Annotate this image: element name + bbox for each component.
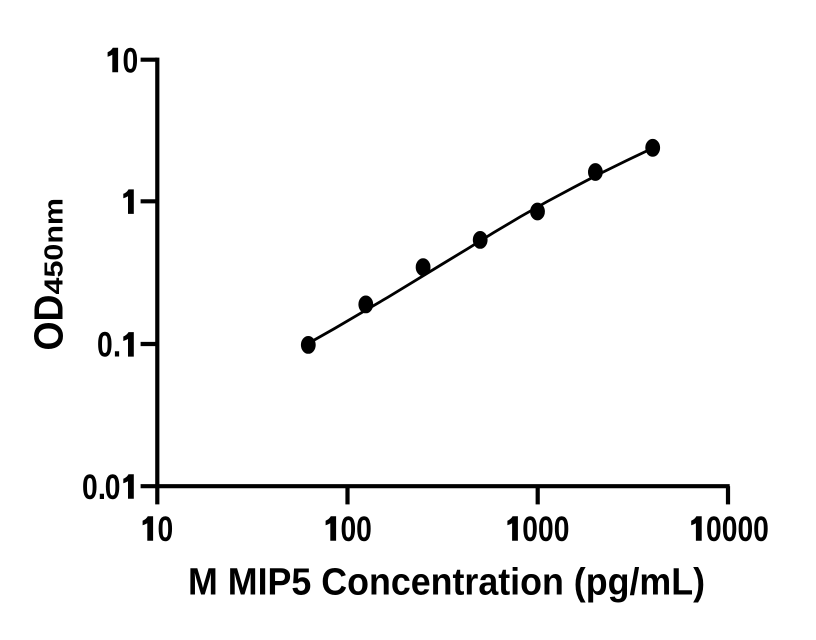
svg-text:0: 0 [737, 509, 753, 549]
svg-text:0: 0 [356, 509, 372, 549]
svg-text:0: 0 [753, 509, 769, 549]
svg-text:0: 0 [538, 509, 554, 549]
svg-text:0: 0 [123, 40, 139, 80]
svg-text:M MIP5 Concentration (pg/mL): M MIP5 Concentration (pg/mL) [188, 561, 705, 603]
svg-text:.: . [98, 467, 106, 507]
svg-text:0: 0 [706, 509, 722, 549]
svg-text:0: 0 [97, 325, 113, 365]
svg-text:0: 0 [158, 509, 174, 549]
svg-text:450nm: 450nm [41, 198, 69, 295]
svg-text:.: . [113, 325, 121, 365]
svg-text:0: 0 [722, 509, 738, 549]
svg-text:0: 0 [105, 467, 121, 507]
svg-text:0: 0 [82, 467, 98, 507]
svg-text:OD: OD [26, 295, 72, 351]
svg-text:0: 0 [340, 509, 356, 549]
svg-text:0: 0 [522, 509, 538, 549]
svg-text:0: 0 [554, 509, 570, 549]
